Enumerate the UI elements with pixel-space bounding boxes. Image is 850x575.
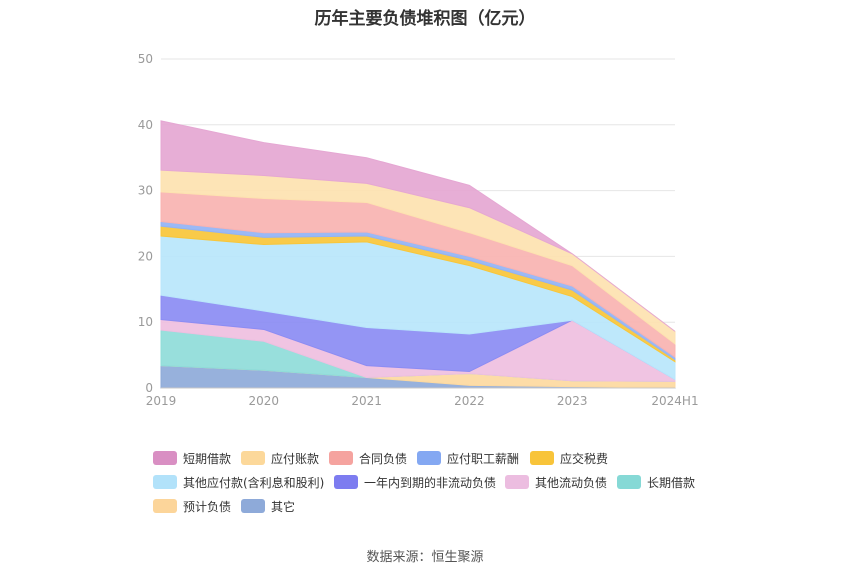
legend-label: 应付账款	[271, 451, 320, 466]
legend-label: 其他应付款(含利息和股利)	[183, 475, 325, 490]
legend-item[interactable]: 长期借款	[617, 474, 695, 490]
x-tick-label: 2024H1	[651, 394, 698, 408]
legend-label: 应交税费	[560, 451, 609, 466]
x-tick-label: 2022	[454, 394, 485, 408]
axes: 0 10 20 30 40 50 2019 2020 2021 2022 2023 2024H1	[138, 52, 699, 408]
chart-title: 历年主要负债堆积图（亿元）	[314, 9, 536, 29]
x-tick-label: 2023	[557, 394, 588, 408]
y-tick-label: 10	[138, 315, 153, 329]
legend-swatch	[241, 451, 265, 465]
legend-label: 长期借款	[647, 475, 696, 490]
x-tick-label: 2020	[249, 394, 280, 408]
legend-swatch	[334, 475, 358, 489]
legend-item[interactable]: 一年内到期的非流动负债	[334, 474, 496, 490]
legend-item[interactable]: 预计负债	[153, 498, 231, 514]
legend-swatch	[241, 499, 265, 513]
legend-swatch	[417, 451, 441, 465]
legend-item[interactable]: 应交税费	[530, 450, 608, 466]
y-tick-label: 30	[138, 184, 153, 198]
legend-swatch	[617, 475, 641, 489]
legend-label: 预计负债	[183, 499, 232, 514]
x-tick-label: 2019	[146, 394, 177, 408]
area-series-10	[160, 120, 676, 332]
legend-item[interactable]: 合同负债	[329, 450, 407, 466]
source-note: 数据来源：恒生聚源	[366, 550, 484, 565]
legend-item[interactable]: 应付账款	[241, 450, 319, 466]
legend-label: 应付职工薪酬	[447, 451, 520, 466]
legend-label: 短期借款	[183, 451, 232, 466]
y-tick-label: 0	[145, 381, 153, 395]
legend-label: 其它	[271, 499, 296, 514]
legend-swatch	[329, 451, 353, 465]
legend-label: 一年内到期的非流动负债	[364, 475, 497, 490]
legend-item[interactable]: 短期借款	[153, 450, 231, 466]
legend-swatch	[505, 475, 529, 489]
legend-label: 其他流动负债	[535, 475, 608, 490]
legend-item[interactable]: 应付职工薪酬	[417, 450, 519, 466]
legend-swatch	[153, 451, 177, 465]
legend-item[interactable]: 其它	[241, 498, 295, 514]
legend-label: 合同负债	[359, 451, 408, 466]
legend-item[interactable]: 其他应付款(含利息和股利)	[153, 474, 324, 490]
legend-swatch	[530, 451, 554, 465]
x-tick-label: 2021	[351, 394, 382, 408]
area-series-group	[160, 120, 676, 389]
y-tick-label: 50	[138, 52, 153, 66]
legend-swatch	[153, 475, 177, 489]
y-tick-label: 40	[138, 118, 153, 132]
y-tick-label: 20	[138, 249, 153, 263]
legend-item[interactable]: 其他流动负债	[505, 474, 607, 490]
legend-swatch	[153, 499, 177, 513]
